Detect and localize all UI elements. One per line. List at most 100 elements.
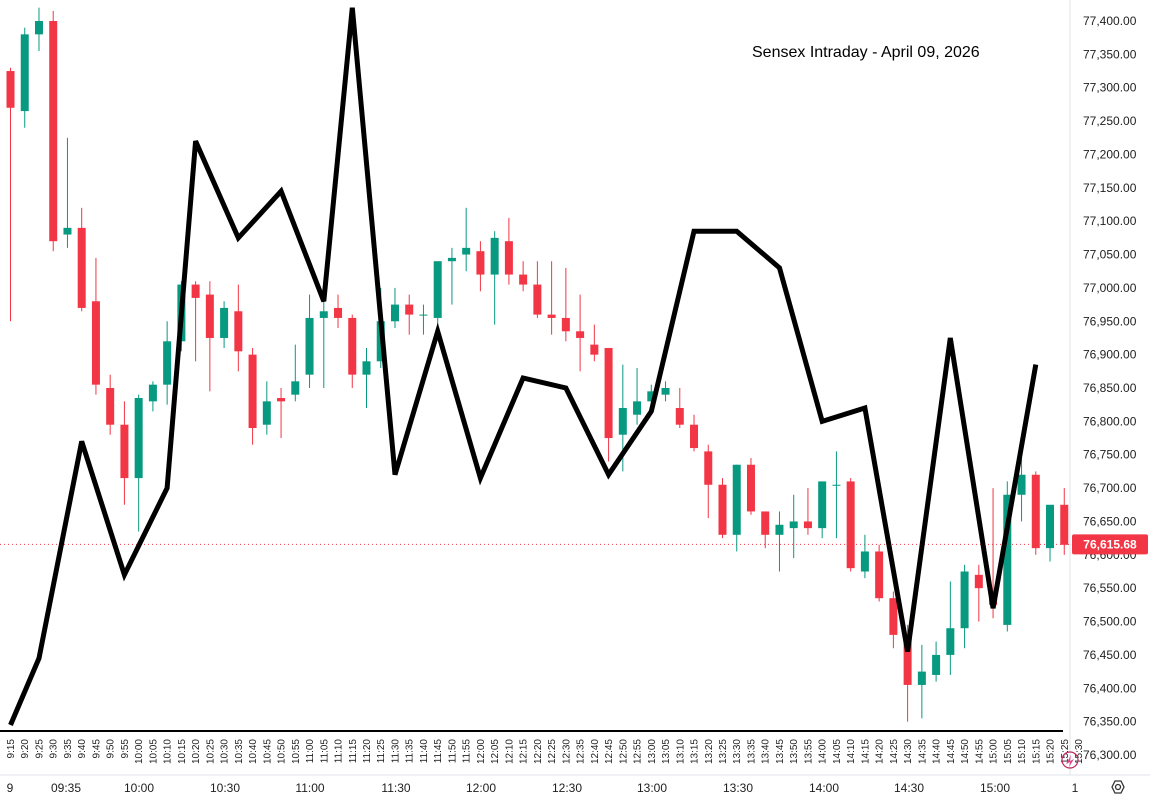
candle[interactable] (604, 347, 613, 462)
candle[interactable] (960, 564, 969, 649)
interval-tick-label: 13:10 (675, 739, 686, 764)
price-tick-label: 76,750.00 (1083, 448, 1137, 462)
candle[interactable] (1017, 454, 1026, 522)
candle[interactable] (860, 534, 869, 579)
interval-tick-label: 10:55 (291, 739, 302, 764)
candle-body (746, 464, 755, 512)
candle-body (561, 317, 570, 332)
interval-tick-label: 11:00 (305, 739, 316, 764)
candle[interactable] (77, 207, 86, 312)
candle[interactable] (789, 494, 798, 559)
candle[interactable] (20, 27, 29, 128)
candle[interactable] (1060, 488, 1069, 555)
candle[interactable] (334, 294, 343, 328)
candle[interactable] (576, 294, 585, 372)
candle[interactable] (818, 481, 827, 539)
candle[interactable] (205, 281, 214, 392)
candle[interactable] (1046, 504, 1055, 562)
price-tick-label: 76,850.00 (1083, 381, 1137, 395)
candle[interactable] (846, 478, 855, 572)
candle[interactable] (746, 458, 755, 515)
candle[interactable] (547, 261, 556, 335)
candle[interactable] (91, 257, 100, 395)
candle[interactable] (305, 294, 314, 388)
candle[interactable] (490, 231, 499, 325)
candle[interactable] (291, 344, 300, 402)
interval-tick-label: 13:40 (761, 739, 772, 764)
candle[interactable] (803, 488, 812, 535)
candle[interactable] (34, 7, 43, 52)
candle[interactable] (191, 281, 200, 362)
candle[interactable] (63, 137, 72, 248)
candle[interactable] (277, 388, 286, 439)
last-price-badge[interactable]: 76,615.68 (1072, 534, 1148, 555)
candle[interactable] (633, 367, 642, 425)
candle-body (761, 511, 770, 535)
candle-body (191, 284, 200, 298)
candle[interactable] (120, 401, 129, 505)
interval-tick-label: 10:45 (262, 739, 273, 764)
time-tick-label: 11:00 (295, 781, 324, 795)
tradingview-logo-icon[interactable] (1061, 751, 1079, 769)
time-axis[interactable]: 9 09:35 10:00 10:30 11:00 11:30 12:00 12:30 13:0… (7, 781, 1079, 795)
candle[interactable] (1003, 481, 1012, 632)
candle[interactable] (519, 261, 528, 292)
candle[interactable] (561, 267, 570, 342)
price-tick-label: 76,450.00 (1083, 648, 1137, 662)
candle[interactable] (106, 374, 115, 435)
candle[interactable] (690, 414, 699, 452)
candle[interactable] (932, 641, 941, 682)
candle[interactable] (974, 564, 983, 622)
candle-body (974, 574, 983, 589)
candle[interactable] (533, 261, 542, 318)
candle[interactable] (875, 544, 884, 602)
candle[interactable] (504, 217, 513, 285)
candle[interactable] (348, 314, 357, 388)
candle[interactable] (6, 67, 15, 322)
candle[interactable] (234, 284, 243, 372)
candle[interactable] (675, 388, 684, 429)
candle[interactable] (134, 394, 143, 532)
candle-body (106, 388, 115, 425)
candle[interactable] (946, 581, 955, 675)
candle[interactable] (447, 247, 456, 305)
candle-body (690, 424, 699, 449)
candle[interactable] (761, 511, 770, 549)
candle[interactable] (718, 478, 727, 539)
candle[interactable] (775, 511, 784, 572)
candle[interactable] (362, 347, 371, 409)
candle[interactable] (704, 444, 713, 519)
candle[interactable] (220, 301, 229, 348)
candle[interactable] (262, 381, 271, 435)
candle[interactable] (433, 261, 442, 325)
candle[interactable] (163, 321, 172, 405)
candle[interactable] (1031, 471, 1040, 555)
candle[interactable] (148, 381, 157, 412)
interval-tick-label: 10:05 (148, 739, 159, 764)
interval-tick-label: 14:45 (946, 739, 957, 764)
settings-gear-icon[interactable] (1111, 780, 1125, 794)
candle[interactable] (462, 207, 471, 272)
interval-tick-label: 12:20 (533, 739, 544, 764)
candle[interactable] (917, 644, 926, 719)
candle[interactable] (832, 451, 841, 539)
candle[interactable] (248, 347, 257, 445)
price-axis[interactable]: 77,400.00 77,350.00 77,300.00 77,250.00 77,2… (1083, 14, 1137, 762)
interval-tick-label: 12:35 (576, 739, 587, 764)
candle-body (220, 307, 229, 338)
price-tick-label: 77,400.00 (1083, 14, 1137, 28)
candle[interactable] (405, 294, 414, 335)
candle[interactable] (390, 287, 399, 328)
candle[interactable] (476, 241, 485, 292)
candle-body (462, 247, 471, 255)
candle[interactable] (732, 464, 741, 552)
candle[interactable] (49, 10, 58, 252)
price-tick-label: 76,500.00 (1083, 615, 1137, 629)
candle[interactable] (889, 591, 898, 649)
candle[interactable] (590, 324, 599, 362)
candle[interactable] (661, 381, 670, 402)
candle[interactable] (419, 304, 428, 335)
last-price-label: 76,615.68 (1083, 537, 1137, 551)
candlestick-series[interactable] (6, 7, 1069, 722)
chart-title: Sensex Intraday - April 09, 2026 (752, 44, 980, 61)
